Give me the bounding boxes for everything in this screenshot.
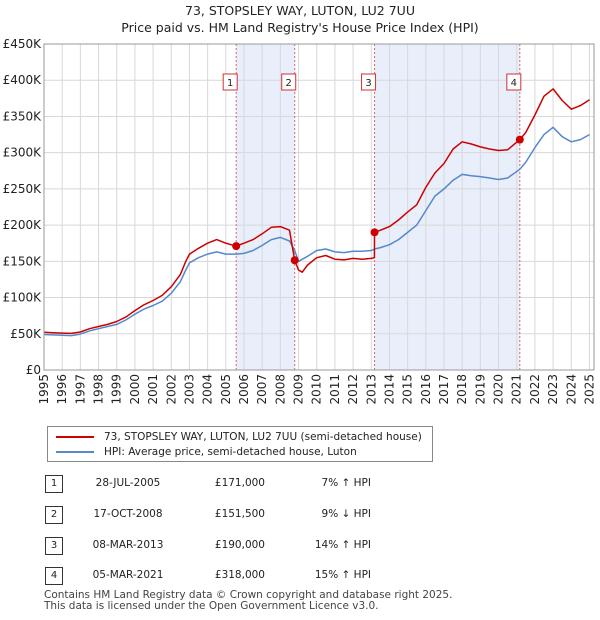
chart-title: 73, STOPSLEY WAY, LUTON, LU2 7UU bbox=[185, 3, 415, 18]
sale-marker-box bbox=[361, 73, 377, 91]
x-tick-label: 2014 bbox=[382, 374, 396, 405]
sale-point bbox=[232, 242, 241, 251]
sale-hpi-change: 9% ↓ HPI bbox=[321, 508, 371, 520]
sale-marker-label: 3 bbox=[365, 78, 371, 89]
x-tick-label: 2003 bbox=[182, 374, 196, 405]
x-tick-label: 2022 bbox=[528, 374, 542, 405]
x-tick-label: 1998 bbox=[92, 374, 106, 405]
property-price-line bbox=[43, 88, 590, 335]
sale-marker-label: 4 bbox=[511, 78, 517, 89]
x-tick-label: 2006 bbox=[237, 374, 251, 405]
x-tick-label: 1997 bbox=[73, 374, 87, 405]
y-tick-label: £300K bbox=[3, 146, 43, 160]
x-tick-label: 2007 bbox=[255, 374, 269, 405]
y-tick-label: £50K bbox=[10, 327, 42, 341]
x-tick-label: 2005 bbox=[219, 374, 233, 405]
sale-point bbox=[515, 135, 524, 144]
sale-row: 1 28-JUL-2005 £171,000 7% ↑ HPI bbox=[40, 475, 440, 493]
sale-date: 08-MAR-2013 bbox=[92, 539, 164, 551]
sale-date: 05-MAR-2021 bbox=[92, 569, 164, 581]
y-tick-label: £400K bbox=[3, 73, 43, 87]
x-tick-label: 2002 bbox=[164, 374, 178, 405]
sale-row: 4 05-MAR-2021 £318,000 15% ↑ HPI bbox=[40, 567, 440, 585]
x-tick-label: 2001 bbox=[146, 374, 160, 405]
x-tick-label: 2016 bbox=[419, 374, 433, 405]
sale-number-badge: 2 bbox=[45, 506, 63, 524]
sale-marker-box bbox=[506, 73, 522, 91]
x-tick-label: 1996 bbox=[55, 374, 69, 405]
plot-frame bbox=[43, 43, 595, 371]
x-tick-label: 2009 bbox=[292, 374, 306, 405]
chart-legend: 73, STOPSLEY WAY, LUTON, LU2 7UU (semi-d… bbox=[47, 426, 433, 462]
sale-row: 3 08-MAR-2013 £190,000 14% ↑ HPI bbox=[40, 537, 440, 555]
sale-marker-box bbox=[281, 73, 297, 91]
sale-marker-label: 2 bbox=[286, 78, 292, 89]
ownership-period-shading bbox=[236, 44, 295, 370]
footer-line-copyright: Contains HM Land Registry data © Crown c… bbox=[44, 589, 453, 601]
x-tick-label: 2023 bbox=[546, 374, 560, 405]
legend-swatch-hpi bbox=[56, 451, 94, 453]
x-tick-label: 2008 bbox=[273, 374, 287, 405]
x-tick-label: 2024 bbox=[564, 374, 578, 405]
sale-marker-label: 1 bbox=[227, 78, 233, 89]
x-tick-label: 2011 bbox=[328, 374, 342, 405]
y-tick-label: £200K bbox=[3, 218, 43, 232]
sale-date: 28-JUL-2005 bbox=[95, 477, 161, 489]
sale-number-badge: 4 bbox=[45, 567, 63, 585]
sale-row: 2 17-OCT-2008 £151,500 9% ↓ HPI bbox=[40, 506, 440, 524]
sale-price: £190,000 bbox=[214, 539, 265, 551]
x-tick-label: 2013 bbox=[364, 374, 378, 405]
legend-label-property: 73, STOPSLEY WAY, LUTON, LU2 7UU (semi-d… bbox=[104, 431, 422, 443]
y-tick-label: £150K bbox=[3, 254, 43, 268]
sale-number-badge: 1 bbox=[45, 475, 63, 493]
x-tick-label: 2019 bbox=[473, 374, 487, 405]
y-tick-label: £350K bbox=[3, 109, 43, 123]
legend-item-property: 73, STOPSLEY WAY, LUTON, LU2 7UU (semi-d… bbox=[56, 430, 422, 444]
x-tick-label: 2021 bbox=[510, 374, 524, 405]
x-tick-label: 2010 bbox=[310, 374, 324, 405]
x-tick-label: 2020 bbox=[492, 374, 506, 405]
hpi-line bbox=[43, 126, 590, 337]
y-tick-label: £100K bbox=[3, 291, 43, 305]
sale-price: £171,000 bbox=[214, 477, 265, 489]
x-tick-label: 2017 bbox=[437, 374, 451, 405]
footer-attribution: Contains HM Land Registry data © Crown c… bbox=[44, 590, 452, 612]
sale-date: 17-OCT-2008 bbox=[93, 508, 163, 520]
sale-price: £318,000 bbox=[214, 569, 265, 581]
sale-hpi-change: 15% ↑ HPI bbox=[314, 569, 371, 581]
y-tick-label: £250K bbox=[3, 182, 43, 196]
x-tick-label: 2004 bbox=[201, 374, 215, 405]
y-tick-label: £0 bbox=[26, 363, 41, 377]
footer-line-licence: This data is licensed under the Open Gov… bbox=[44, 600, 379, 612]
x-tick-label: 1995 bbox=[37, 374, 51, 405]
sale-hpi-change: 14% ↑ HPI bbox=[314, 539, 371, 551]
sale-point bbox=[290, 256, 299, 265]
chart-title-block: 73, STOPSLEY WAY, LUTON, LU2 7UU Price p… bbox=[0, 2, 600, 36]
legend-swatch-property bbox=[56, 436, 94, 438]
ownership-period-shading bbox=[374, 44, 520, 370]
sale-price: £151,500 bbox=[214, 508, 265, 520]
sale-point bbox=[370, 228, 379, 237]
sale-number-badge: 3 bbox=[45, 537, 63, 555]
sale-marker-box bbox=[222, 73, 238, 91]
x-tick-label: 2025 bbox=[582, 374, 596, 405]
x-tick-label: 2000 bbox=[128, 374, 142, 405]
y-tick-label: £450K bbox=[3, 37, 43, 51]
price-chart: £0 £50K £100K £150K £200K £250K £300K £350K £400… bbox=[3, 37, 597, 405]
x-tick-label: 1999 bbox=[110, 374, 124, 405]
x-tick-label: 2018 bbox=[455, 374, 469, 405]
legend-item-hpi: HPI: Average price, semi-detached house,… bbox=[56, 445, 357, 459]
chart-subtitle: Price paid vs. HM Land Registry's House … bbox=[121, 20, 479, 35]
x-tick-label: 2015 bbox=[401, 374, 415, 405]
sale-hpi-change: 7% ↑ HPI bbox=[321, 477, 371, 489]
x-tick-label: 2012 bbox=[346, 374, 360, 405]
legend-label-hpi: HPI: Average price, semi-detached house,… bbox=[104, 446, 357, 458]
